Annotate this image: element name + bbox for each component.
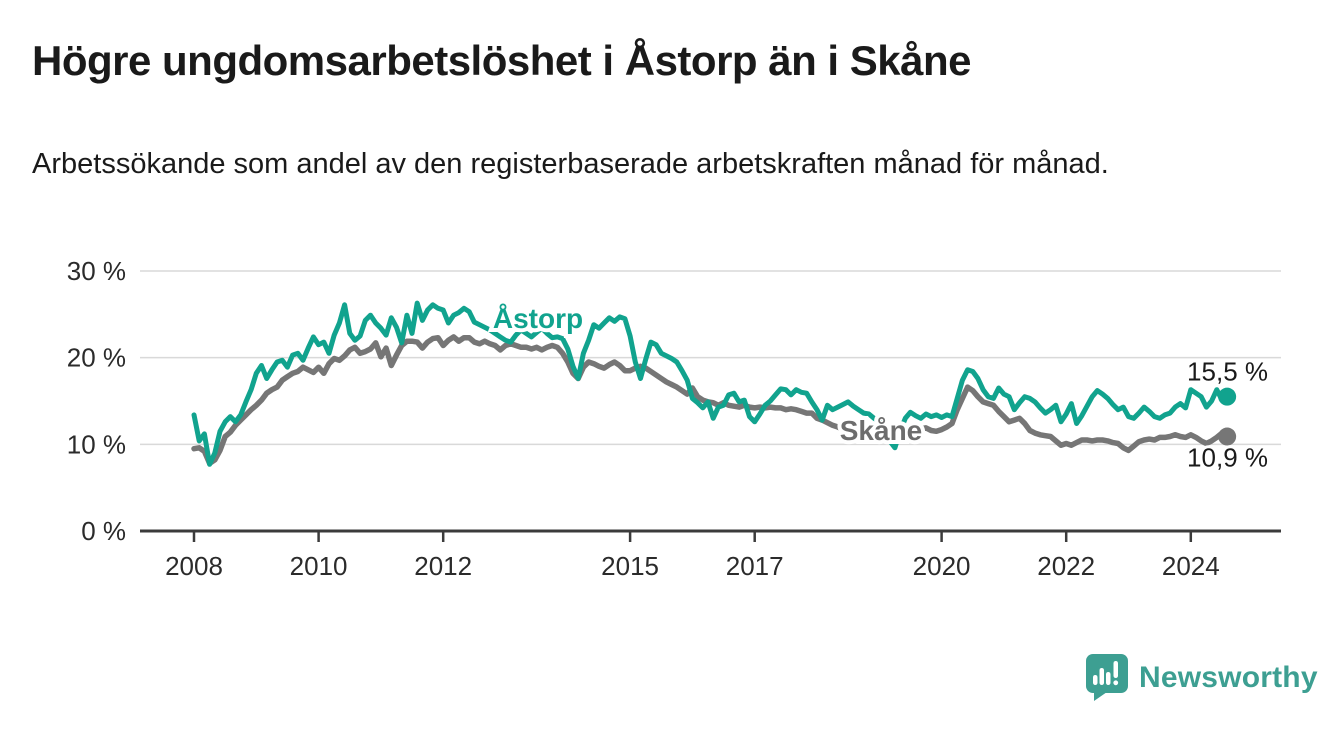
astorp-inline-label: Åstorp [493, 303, 583, 334]
newsworthy-logo-icon [1086, 654, 1128, 701]
y-tick-label: 20 % [67, 343, 126, 373]
y-tick-label: 0 % [81, 516, 126, 546]
skane-value-label: 10,9 % [1187, 443, 1268, 473]
x-tick-label: 2024 [1162, 551, 1220, 581]
astorp-end-dot [1218, 387, 1237, 406]
x-tick-label: 2015 [601, 551, 659, 581]
page-subtitle: Arbetssökande som andel av den registerb… [32, 148, 1109, 180]
y-tick-label: 30 % [67, 256, 126, 286]
skane-end-dot [1218, 427, 1237, 446]
x-tick-label: 2020 [913, 551, 971, 581]
x-tick-label: 2012 [414, 551, 472, 581]
x-tick-label: 2008 [165, 551, 223, 581]
newsworthy-logo: Newsworthy [1086, 654, 1318, 701]
astorp-value-label: 15,5 % [1187, 357, 1268, 387]
x-tick-label: 2017 [726, 551, 784, 581]
skane-inline-label: Skåne [840, 415, 923, 446]
astorp-line [191, 300, 1230, 467]
newsworthy-logo-text: Newsworthy [1139, 660, 1318, 694]
page-title: Högre ungdomsarbetslöshet i Åstorp än i … [32, 37, 972, 84]
x-tick-label: 2010 [290, 551, 348, 581]
y-tick-label: 10 % [67, 429, 126, 459]
x-tick-label: 2022 [1037, 551, 1095, 581]
